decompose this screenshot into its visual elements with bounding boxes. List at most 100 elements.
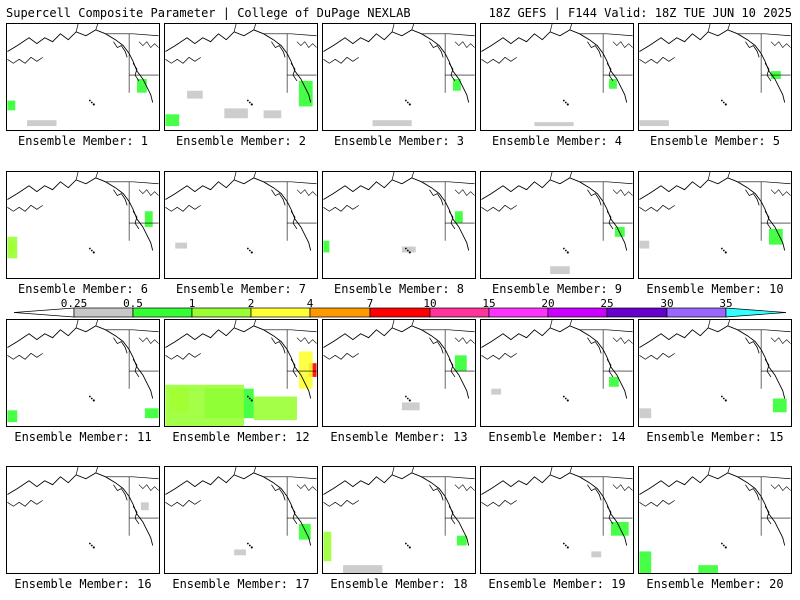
color-legend — [13, 307, 787, 318]
scp-shading — [165, 384, 244, 426]
ensemble-map-panel — [638, 171, 792, 279]
scp-shading — [144, 408, 159, 419]
ensemble-map-panel — [638, 319, 792, 427]
scp-shading — [7, 410, 18, 423]
colorbar-segment — [191, 307, 252, 318]
ensemble-member-label: Ensemble Member: 11 — [14, 430, 152, 444]
colorbar-tick-label: 0.25 — [60, 297, 88, 310]
scp-shading — [609, 376, 619, 387]
ensemble-map-panel — [322, 23, 476, 131]
ensemble-map-panel — [164, 466, 318, 574]
ensemble-member-label: Ensemble Member: 7 — [175, 282, 307, 296]
colorbar-segment — [309, 307, 371, 318]
scp-shading — [639, 408, 652, 419]
scp-shading — [7, 236, 18, 259]
ensemble-map-panel — [322, 466, 476, 574]
scp-shading — [768, 228, 783, 245]
ensemble-member-label: Ensemble Member: 13 — [330, 430, 468, 444]
colorbar-segment — [488, 307, 549, 318]
ensemble-map-panel — [164, 23, 318, 131]
scp-shading — [263, 110, 282, 119]
ensemble-member-label: Ensemble Member: 6 — [17, 282, 149, 296]
scp-shading — [144, 211, 153, 227]
ensemble-member-label: Ensemble Member: 19 — [488, 577, 626, 591]
scp-shading — [323, 531, 332, 562]
chart-title: Supercell Composite Parameter | College … — [6, 6, 411, 20]
ensemble-map-panel — [480, 23, 634, 131]
colorbar-segment — [547, 307, 608, 318]
scp-shading — [401, 246, 416, 253]
scp-shading — [454, 211, 463, 224]
scp-shading — [343, 565, 383, 573]
ensemble-member-label: Ensemble Member: 1 — [17, 134, 149, 148]
scp-shading — [591, 551, 602, 558]
scp-shading — [253, 396, 297, 421]
colorbar-tick-label: 2 — [247, 297, 255, 310]
scp-shading — [234, 549, 246, 556]
ensemble-map-panel — [164, 171, 318, 279]
scp-shading — [639, 551, 652, 573]
colorbar-tick-label: 15 — [482, 297, 496, 310]
scp-shading — [534, 122, 574, 127]
scp-shading — [452, 78, 461, 91]
colorbar-tick-label: 7 — [366, 297, 374, 310]
ensemble-member-label: Ensemble Member: 8 — [333, 282, 465, 296]
colorbar-segment — [606, 307, 668, 318]
scp-shading — [456, 535, 467, 546]
scp-shading — [298, 523, 311, 540]
scp-shading — [224, 108, 248, 119]
scp-shading — [772, 398, 787, 413]
ensemble-member-label: Ensemble Member: 16 — [14, 577, 152, 591]
colorbar-tick-label: 20 — [541, 297, 555, 310]
ensemble-map-panel — [322, 171, 476, 279]
ensemble-member-label: Ensemble Member: 12 — [172, 430, 310, 444]
scp-shading — [401, 402, 420, 411]
ensemble-member-label: Ensemble Member: 3 — [333, 134, 465, 148]
scp-shading — [140, 502, 149, 511]
colorbar-tick-label: 0.5 — [123, 297, 143, 310]
ensemble-member-label: Ensemble Member: 2 — [175, 134, 307, 148]
scp-shading — [698, 565, 718, 573]
ensemble-map-panel — [480, 171, 634, 279]
colorbar-tick-label: 4 — [306, 297, 314, 310]
ensemble-map-panel — [322, 319, 476, 427]
ensemble-map-panel — [480, 319, 634, 427]
ensemble-member-label: Ensemble Member: 9 — [491, 282, 623, 296]
scp-shading — [298, 80, 313, 107]
ensemble-map-panel — [480, 466, 634, 574]
colorbar-tick-label: 35 — [719, 297, 733, 310]
colorbar-segment — [429, 307, 490, 318]
scp-shading — [27, 120, 57, 127]
run-valid-time: 18Z GEFS | F144 Valid: 18Z TUE JUN 10 20… — [488, 6, 792, 20]
colorbar-tick-label: 30 — [660, 297, 674, 310]
colorbar-segment — [725, 307, 787, 318]
scp-shading — [175, 242, 188, 249]
ensemble-member-label: Ensemble Member: 5 — [649, 134, 781, 148]
scp-shading — [308, 363, 317, 377]
ensemble-member-label: Ensemble Member: 17 — [172, 577, 310, 591]
colorbar-segment — [666, 307, 727, 318]
ensemble-map-panel — [638, 466, 792, 574]
colorbar-tick-label: 10 — [423, 297, 437, 310]
ensemble-member-label: Ensemble Member: 4 — [491, 134, 623, 148]
scp-shading — [136, 78, 147, 93]
scp-shading — [323, 240, 330, 253]
ensemble-member-label: Ensemble Member: 18 — [330, 577, 468, 591]
ensemble-map-panel — [6, 171, 160, 279]
ensemble-map-panel — [6, 319, 160, 427]
scp-shading — [165, 114, 180, 127]
ensemble-map-panel — [6, 23, 160, 131]
scp-shading — [372, 120, 412, 127]
ensemble-member-label: Ensemble Member: 14 — [488, 430, 626, 444]
colorbar-segment — [369, 307, 431, 318]
scp-shading — [609, 78, 617, 89]
colorbar-segment — [250, 307, 311, 318]
ensemble-member-label: Ensemble Member: 20 — [646, 577, 784, 591]
ensemble-map-panel — [164, 319, 318, 427]
scp-shading — [550, 266, 570, 275]
scp-shading — [187, 90, 203, 99]
scp-shading — [491, 388, 502, 395]
colorbar-tick-label: 1 — [188, 297, 196, 310]
scp-shading — [639, 240, 650, 249]
ensemble-member-label: Ensemble Member: 15 — [646, 430, 784, 444]
